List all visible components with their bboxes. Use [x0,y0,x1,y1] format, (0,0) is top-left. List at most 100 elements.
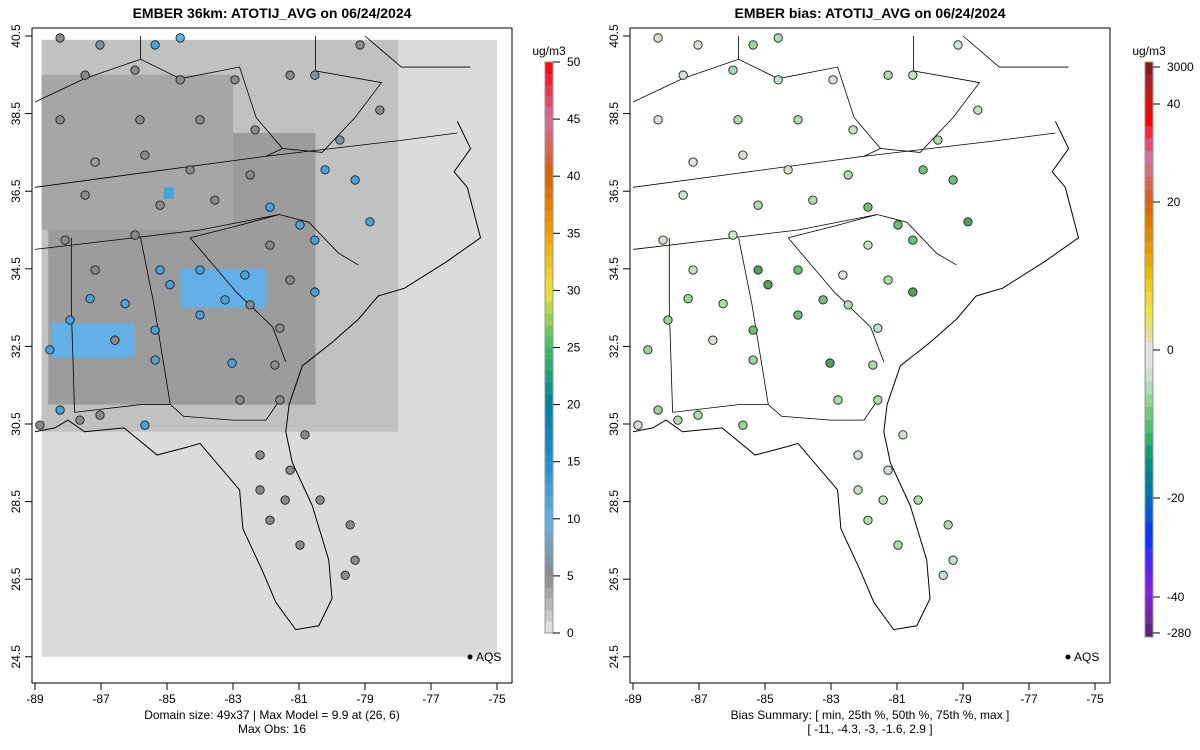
colorbar-cell [545,553,553,565]
station-point [130,230,140,240]
station-point [973,105,983,115]
colorbar-cell [545,176,553,188]
colorbar-tick-label: 40 [567,169,581,183]
station-point [315,495,325,505]
station-point [270,360,280,370]
station-point [908,70,918,80]
station-point [893,220,903,230]
colorbar-cell [1145,317,1153,331]
station-point [853,485,863,495]
station-point [220,295,230,305]
state-boundary [282,36,383,153]
station-point [853,450,863,460]
bias-colorbar [1144,61,1160,638]
colorbar-cell [545,187,553,200]
station-point [673,415,683,425]
station-point [310,70,320,80]
station-point [738,420,748,430]
station-point [728,65,738,75]
aqs-legend-label: AQS [1074,650,1099,664]
state-boundary [189,237,287,363]
colorbar-tick-label: 50 [567,55,581,69]
x-tick-label: -77 [1020,692,1038,706]
station-point [878,495,888,505]
state-boundary [880,36,981,153]
station-point [340,570,350,580]
x-tick-label: -89 [26,692,44,706]
colorbar-cell [1145,164,1153,178]
station-point [708,335,718,345]
colorbar-cell [545,164,553,177]
colorbar-cell [1145,125,1153,139]
state-boundary [34,58,284,157]
colorbar-cell [545,84,553,97]
x-tick-label: -85 [756,692,774,706]
state-boundary [632,132,1056,188]
colorbar-cell [1145,483,1153,497]
colorbar-tick-label: 25 [567,341,581,355]
colorbar-cell [1145,355,1153,369]
plot-title: EMBER bias: ATOTIJ_AVG on 06/24/2024 [734,5,1005,21]
colorbar-cell [1145,138,1153,152]
state-boundary [668,237,769,413]
y-tick-label: 32.5 [607,334,621,358]
station-point [250,125,260,135]
colorbar-cell [545,530,553,542]
y-tick-label: 24.5 [607,645,621,669]
station-point [833,395,843,405]
station-point [210,195,220,205]
y-tick-label: 28.5 [607,490,621,514]
model-grid-cell [41,74,233,230]
station-point [863,240,873,250]
station-point [753,200,763,210]
station-point [245,170,255,180]
station-point [808,195,818,205]
station-point [653,115,663,125]
footer-line-2: [ -11, -4.3, -3, -1.6, 2.9 ] [807,722,932,736]
y-tick-label: 38.5 [607,102,621,126]
station-point [265,515,275,525]
colorbar-cell [545,62,553,74]
map-layer [632,33,1080,631]
station-point [738,150,748,160]
station-point [663,315,673,325]
station-point [195,115,205,125]
station-point [658,235,668,245]
station-point [818,295,828,305]
colorbar-cell [545,199,553,211]
colorbar-cell [545,507,553,519]
colorbar-cell [1145,509,1153,523]
station-point [310,235,320,245]
station-point [913,495,923,505]
colorbar-tick-label: 45 [567,112,581,126]
y-tick-label: 30.5 [9,412,23,436]
station-point [140,150,150,160]
colorbar-cell [1145,228,1153,242]
station-point [60,235,70,245]
colorbar-cell [1145,253,1153,267]
colorbar-units: ug/m3 [1132,44,1166,58]
station-point [653,33,663,43]
colorbar-cell [1145,215,1153,229]
station-point [150,355,160,365]
station-point [285,275,295,285]
colorbar-tick-label: 35 [567,226,581,240]
y-tick-label: 36.5 [607,179,621,203]
colorbar-cell [1145,113,1153,127]
colorbar-cell [545,278,553,291]
colorbar-cell [1145,381,1153,395]
colorbar-cell [545,404,553,417]
station-point [155,200,165,210]
station-point [693,410,703,420]
coastline [632,121,1080,631]
station-point [793,265,803,275]
station-point [938,570,948,580]
colorbar-cell [545,210,553,223]
colorbar-tick-label: 30 [567,283,581,297]
colorbar-cell [1145,419,1153,433]
station-point [110,335,120,345]
station-point [185,165,195,175]
station-point [135,115,145,125]
colorbar-cell [1145,100,1153,114]
footer-line-1: Domain size: 49x37 | Max Model = 9.9 at … [144,708,400,722]
